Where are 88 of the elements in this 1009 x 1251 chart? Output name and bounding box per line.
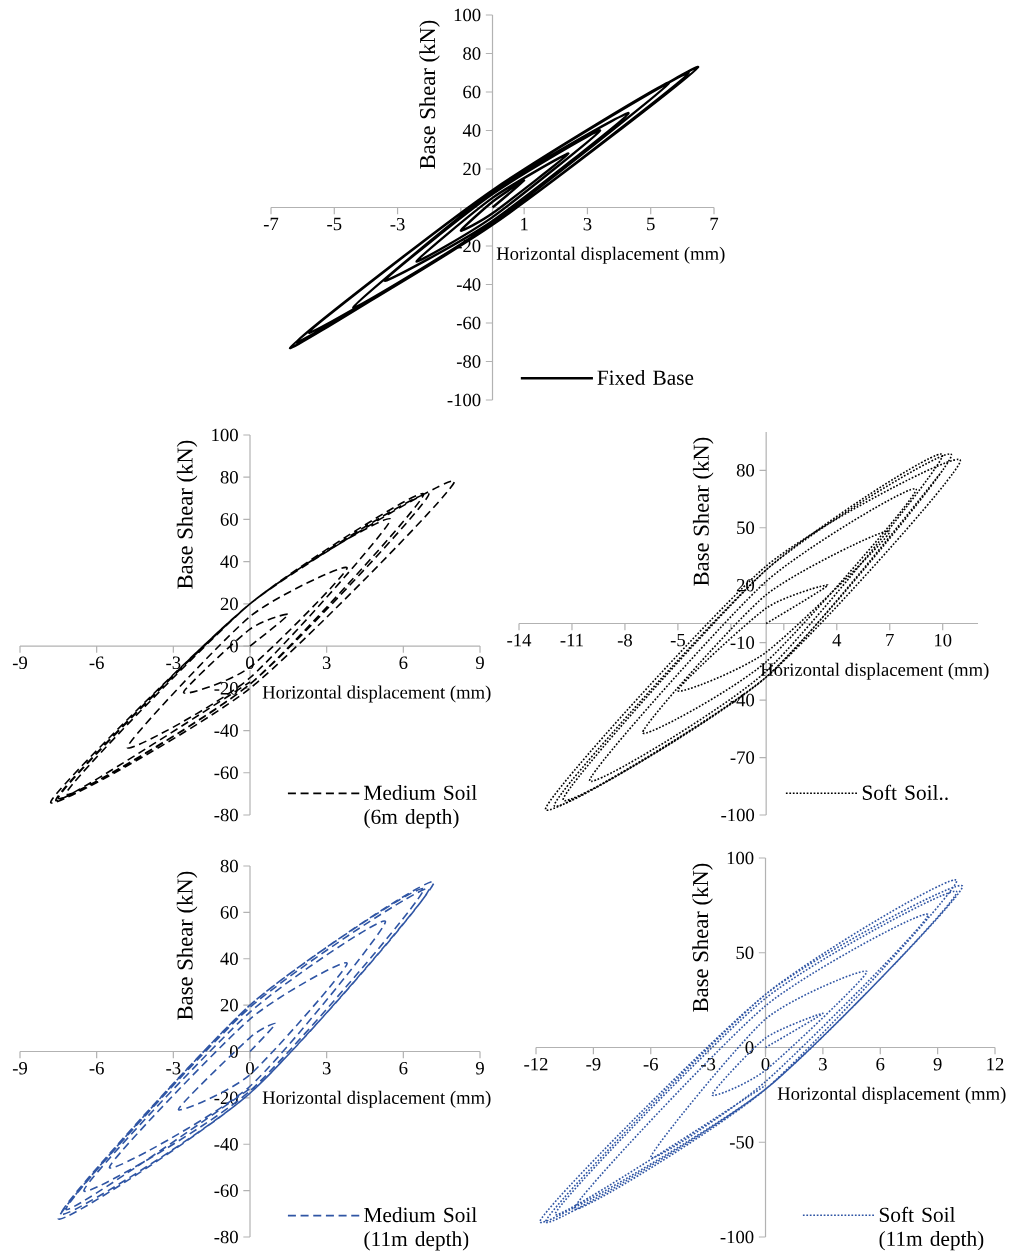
x-tick-label: 9 <box>475 1061 484 1075</box>
x-tick-label: -3 <box>390 217 405 231</box>
x-tick-label: -9 <box>586 1057 601 1071</box>
y-axis-title: Base Shear (kN) <box>419 20 440 169</box>
x-tick-label: -3 <box>701 1057 716 1071</box>
x-tick-label: 7 <box>886 633 894 647</box>
x-tick-label: 6 <box>876 1057 885 1071</box>
y-tick-label: 100 <box>454 8 481 22</box>
y-tick-label: -60 <box>214 1184 238 1197</box>
y-tick-label: 40 <box>220 555 238 568</box>
x-tick-label: 5 <box>647 217 655 231</box>
y-tick-label: 20 <box>220 597 238 611</box>
y-tick-label: -80 <box>214 808 238 822</box>
x-tick-label: -12 <box>524 1057 548 1071</box>
x-tick-label: 3 <box>819 1057 827 1071</box>
y-tick-label: -60 <box>214 766 238 780</box>
legend-label: Medium Soil (11m depth) <box>364 1207 477 1251</box>
y-tick-label: -100 <box>447 393 481 407</box>
x-tick-label: -5 <box>670 633 685 647</box>
y-axis-title: Base Shear (kN) <box>692 437 714 586</box>
x-tick-label: -6 <box>643 1057 658 1071</box>
x-tick-label: -5 <box>327 217 342 231</box>
x-axis-title: Horizontal displacement (mm) <box>262 685 491 703</box>
y-tick-label: -50 <box>729 1135 754 1149</box>
y-tick-label: 50 <box>737 521 755 535</box>
x-tick-label: -7 <box>263 217 279 231</box>
y-tick-label: -20 <box>214 682 238 695</box>
x-tick-label: 6 <box>399 1061 408 1075</box>
x-tick-label: -3 <box>166 656 181 670</box>
y-tick-label: -100 <box>721 808 755 822</box>
x-tick-label: 0 <box>246 656 254 670</box>
x-tick-label: -11 <box>560 633 583 647</box>
x-tick-label: 7 <box>710 217 719 231</box>
x-tick-label: 3 <box>322 656 331 670</box>
y-tick-label: -70 <box>730 751 755 764</box>
x-tick-label: 3 <box>322 1061 331 1075</box>
y-tick-label: 60 <box>463 85 481 99</box>
y-tick-label: 100 <box>212 428 238 442</box>
x-tick-label: 9 <box>933 1057 942 1071</box>
x-tick-label: 12 <box>987 1057 1004 1071</box>
y-tick-label: 0 <box>230 1045 238 1058</box>
x-tick-label: 0 <box>246 1061 254 1075</box>
x-tick-label: -6 <box>89 656 104 670</box>
x-tick-label: -9 <box>12 1061 28 1075</box>
x-tick-label: -14 <box>507 633 532 647</box>
x-tick-label: 4 <box>832 633 842 647</box>
y-tick-label: -40 <box>456 278 481 291</box>
y-tick-label: 100 <box>727 851 754 865</box>
y-axis-title: Base Shear (kN) <box>692 863 713 1012</box>
y-axis-title: Base Shear (kN) <box>176 440 198 589</box>
x-tick-label: 0 <box>761 1057 770 1071</box>
x-axis-title: Horizontal displacement (mm) <box>760 662 989 680</box>
x-tick-label: -6 <box>89 1061 104 1075</box>
x-tick-label: -8 <box>617 633 632 647</box>
y-tick-label: 80 <box>463 47 481 60</box>
y-axis-title: Base Shear (kN) <box>176 871 198 1020</box>
x-tick-label: 6 <box>399 656 408 670</box>
y-tick-label: -40 <box>214 1137 238 1151</box>
y-tick-label: 20 <box>220 998 238 1012</box>
y-tick-label: -80 <box>456 355 481 368</box>
x-axis-title: Horizontal displacement (mm) <box>496 246 725 264</box>
y-tick-label: 40 <box>220 952 238 966</box>
x-tick-label: 9 <box>475 656 484 670</box>
x-tick-label: 3 <box>583 217 592 231</box>
x-tick-label: 1 <box>521 217 528 231</box>
y-tick-label: 20 <box>463 162 481 176</box>
y-tick-label: -80 <box>214 1230 238 1244</box>
legend-label: Fixed Base <box>597 369 694 385</box>
y-tick-label: 0 <box>745 1041 754 1054</box>
y-tick-label: 60 <box>220 513 238 526</box>
legend-label: Medium Soil (6m depth) <box>364 784 477 829</box>
y-tick-label: -10 <box>730 636 755 649</box>
y-tick-label: 60 <box>220 906 238 919</box>
y-tick-label: -60 <box>456 316 481 330</box>
y-tick-label: 80 <box>220 859 238 873</box>
legend-label: Soft Soil (11m depth) <box>879 1206 984 1251</box>
x-axis-title: Horizontal displacement (mm) <box>777 1086 1006 1104</box>
y-tick-label: -40 <box>214 724 238 737</box>
x-tick-label: 10 <box>935 633 952 647</box>
x-tick-label: -3 <box>166 1061 181 1075</box>
y-tick-label: 80 <box>736 463 755 477</box>
x-axis-title: Horizontal displacement (mm) <box>262 1090 491 1108</box>
y-tick-label: 40 <box>462 124 481 137</box>
y-tick-label: 50 <box>736 946 754 960</box>
x-tick-label: -9 <box>12 656 28 670</box>
y-tick-label: -100 <box>720 1230 754 1244</box>
y-tick-label: 80 <box>220 470 238 484</box>
legend-label: Soft Soil.. <box>862 784 948 801</box>
